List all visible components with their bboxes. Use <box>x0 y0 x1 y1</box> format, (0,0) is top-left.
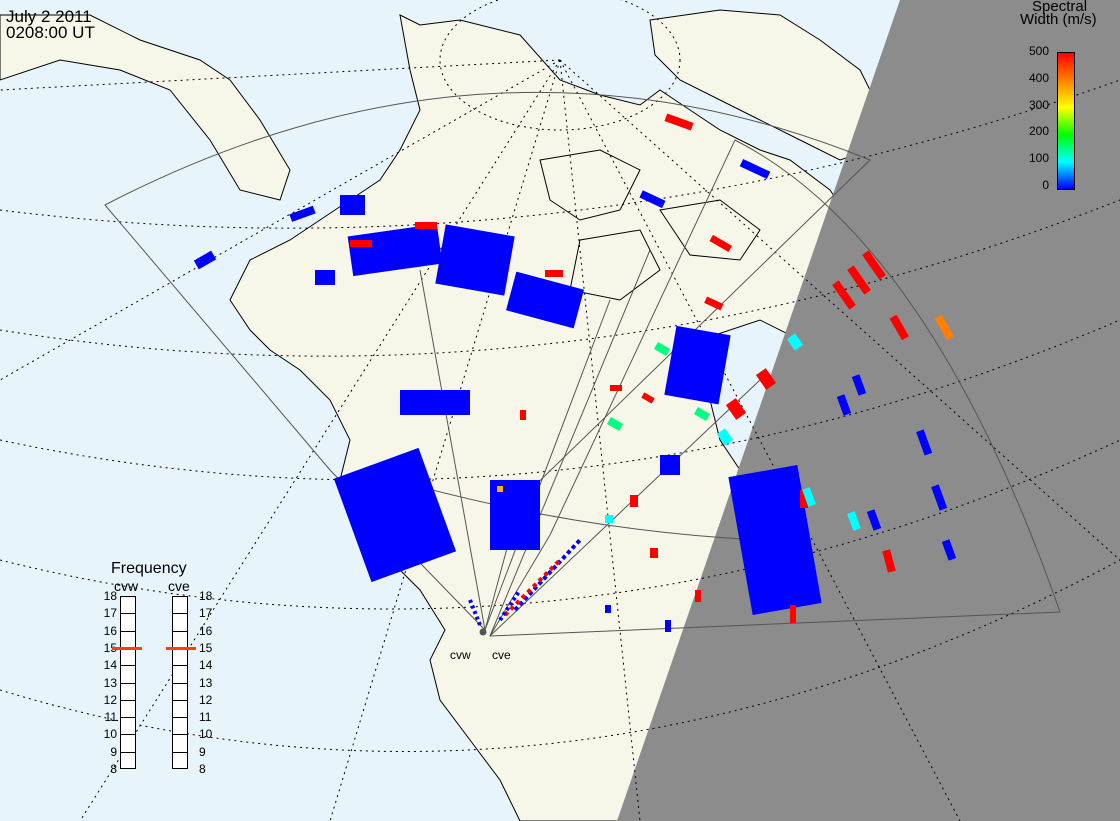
frequency-column-cvw <box>120 596 136 769</box>
frequency-cell-divider <box>121 630 135 632</box>
frequency-tick-left: 8 <box>110 762 117 776</box>
colorbar-title-line2: Width (m/s) <box>1020 11 1097 28</box>
frequency-tick-right: 14 <box>199 658 213 673</box>
frequency-cell-divider <box>173 613 187 615</box>
near-range-beams <box>468 538 582 626</box>
land-siberia <box>0 14 291 201</box>
frequency-tick-right: 16 <box>199 623 213 638</box>
frequency-cell-divider <box>121 751 135 753</box>
colorbar-tick-label: 100 <box>1028 151 1049 166</box>
frequency-tick-left: 18 <box>103 589 117 603</box>
frequency-title: Frequency <box>111 560 187 577</box>
colorbar <box>1057 52 1075 190</box>
frequency-tick-right: 18 <box>199 589 213 603</box>
frequency-cell-divider <box>173 682 187 684</box>
frequency-tick-right: 10 <box>199 727 213 742</box>
frequency-tick-left: 16 <box>103 623 117 638</box>
colorbar-tick-label: 300 <box>1028 97 1049 112</box>
frequency-cell-divider <box>121 699 135 701</box>
frequency-tick-left: 15 <box>103 640 117 655</box>
frequency-cvw-label: cvw <box>114 578 139 594</box>
frequency-tick-right: 17 <box>199 606 213 621</box>
frequency-tick-right: 12 <box>199 692 213 707</box>
frequency-marker-cve <box>166 646 196 650</box>
frequency-tick-right: 15 <box>199 640 213 655</box>
frequency-tick-left: 17 <box>103 606 117 621</box>
colorbar-tick-label: 400 <box>1028 70 1049 85</box>
frequency-tick-left: 11 <box>104 710 117 725</box>
frequency-cve-label: cve <box>168 578 190 594</box>
frequency-cell-divider <box>121 717 135 719</box>
night-terminator <box>617 0 1120 821</box>
frequency-tick-left: 10 <box>103 727 117 742</box>
frequency-tick-left: 13 <box>103 675 117 690</box>
frequency-tick-left: 12 <box>103 692 117 707</box>
frequency-tick-right: 13 <box>199 675 213 690</box>
frequency-column-cve <box>172 596 188 769</box>
frequency-cell-divider <box>121 734 135 736</box>
site-label-cve: cve <box>492 648 511 662</box>
colorbar-title-line1: Spectral <box>1032 0 1088 15</box>
frequency-tick-right: 8 <box>199 762 206 776</box>
frequency-cell-divider <box>173 630 187 632</box>
frequency-tick-left: 14 <box>103 658 117 673</box>
colorbar-tick-label: 0 <box>1042 178 1049 192</box>
frequency-cell-divider <box>173 665 187 667</box>
frequency-cell-divider <box>173 751 187 753</box>
date-label: July 2 2011 <box>6 7 92 26</box>
scatter-high-width <box>350 113 954 623</box>
frequency-tick-right: 11 <box>199 710 212 725</box>
scatter-low-width <box>193 159 957 632</box>
frequency-cell-divider <box>121 613 135 615</box>
colorbar-tick-label: 500 <box>1028 44 1049 58</box>
time-label: 0208:00 UT <box>6 23 95 42</box>
colorbar-tick-label: 200 <box>1028 124 1049 139</box>
frequency-cell-divider <box>121 665 135 667</box>
frequency-tick-right: 9 <box>199 744 206 759</box>
radar-site-dot <box>479 628 487 636</box>
frequency-cell-divider <box>173 699 187 701</box>
frequency-cell-divider <box>121 682 135 684</box>
site-label-cvw: cvw <box>450 648 471 662</box>
frequency-marker-cvw <box>112 646 142 650</box>
frequency-cell-divider <box>173 734 187 736</box>
frequency-cell-divider <box>173 717 187 719</box>
frequency-tick-left: 9 <box>110 744 117 759</box>
